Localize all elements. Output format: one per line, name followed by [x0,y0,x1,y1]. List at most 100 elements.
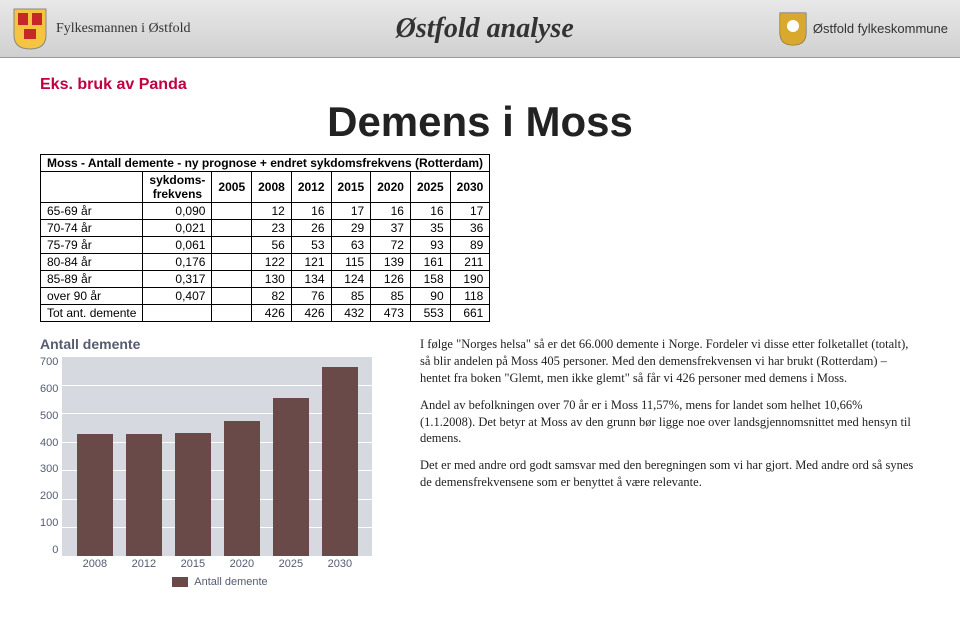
freq-cell: 0,317 [143,271,212,288]
table-row: 80-84 år0,176122121115139161211 [41,254,490,271]
header-right: Østfold fylkeskommune [779,12,948,46]
data-cell: 72 [371,237,411,254]
table-row: Tot ant. demente426426432473553661 [41,305,490,322]
data-cell: 426 [291,305,331,322]
data-cell: 93 [410,237,450,254]
freq-cell: 0,090 [143,203,212,220]
table-row: 85-89 år0,317130134124126158190 [41,271,490,288]
data-cell: 190 [450,271,490,288]
row-label: over 90 år [41,288,143,305]
data-cell: 134 [291,271,331,288]
chart-legend: Antall demente [40,576,400,588]
year-head: 2030 [450,172,490,203]
header-title: Østfold analyse [396,13,574,45]
data-cell: 130 [252,271,292,288]
text-column: I følge "Norges helsa" så er det 66.000 … [420,336,920,588]
data-cell: 211 [450,254,490,271]
chart-bar [175,433,211,556]
y-tick: 0 [52,544,58,556]
lower-section: Antall demente 7006005004003002001000 20… [40,336,920,588]
chart-area: Antall demente 7006005004003002001000 20… [40,336,400,588]
x-tick: 2015 [181,558,205,570]
content: Eks. bruk av Panda Demens i Moss Moss - … [0,58,960,598]
bar-row [62,356,372,556]
data-cell [212,203,252,220]
data-cell: 426 [252,305,292,322]
data-cell: 56 [252,237,292,254]
table-caption: Moss - Antall demente - ny prognose + en… [41,155,490,172]
data-cell: 12 [252,203,292,220]
subtitle: Eks. bruk av Panda [40,76,920,94]
data-table: Moss - Antall demente - ny prognose + en… [40,154,490,322]
data-cell: 53 [291,237,331,254]
header-left: Fylkesmannen i Østfold [12,7,191,51]
kommune-shield-icon [779,12,807,46]
data-cell: 661 [450,305,490,322]
x-tick: 2008 [83,558,107,570]
chart-bar [77,434,113,556]
y-tick: 600 [40,383,58,395]
data-cell: 16 [410,203,450,220]
data-cell: 121 [291,254,331,271]
table-header-row: sykdoms- frekvens 2005 2008 2012 2015 20… [41,172,490,203]
table-caption-row: Moss - Antall demente - ny prognose + en… [41,155,490,172]
data-cell: 161 [410,254,450,271]
data-cell: 115 [331,254,371,271]
paragraph: Det er med andre ord godt samsvar med de… [420,457,920,491]
header-right-label: Østfold fylkeskommune [813,21,948,36]
x-tick: 2025 [279,558,303,570]
freq-cell: 0,061 [143,237,212,254]
data-cell: 17 [450,203,490,220]
data-cell: 82 [252,288,292,305]
data-cell: 124 [331,271,371,288]
data-cell [212,237,252,254]
y-tick: 700 [40,356,58,368]
data-cell: 36 [450,220,490,237]
table-corner [41,172,143,203]
data-cell: 76 [291,288,331,305]
data-cell [212,305,252,322]
main-title: Demens i Moss [40,98,920,146]
data-cell: 37 [371,220,411,237]
data-cell: 553 [410,305,450,322]
year-head: 2008 [252,172,292,203]
y-tick: 400 [40,437,58,449]
data-cell: 122 [252,254,292,271]
row-label: 75-79 år [41,237,143,254]
freq-cell: 0,407 [143,288,212,305]
chart-plot [62,356,372,556]
chart-bar [126,434,162,556]
y-axis: 7006005004003002001000 [40,356,62,556]
legend-swatch [172,577,188,587]
chart-box: 7006005004003002001000 20082012201520202… [40,356,400,570]
plot-wrap: 200820122015202020252030 [62,356,372,570]
data-cell: 26 [291,220,331,237]
year-head: 2005 [212,172,252,203]
data-cell: 473 [371,305,411,322]
data-cell: 29 [331,220,371,237]
data-cell: 17 [331,203,371,220]
row-label: 70-74 år [41,220,143,237]
year-head: 2020 [371,172,411,203]
data-cell: 90 [410,288,450,305]
freq-cell: 0,021 [143,220,212,237]
data-cell: 63 [331,237,371,254]
data-cell: 23 [252,220,292,237]
freq-cell: 0,176 [143,254,212,271]
y-tick: 200 [40,490,58,502]
data-cell [212,288,252,305]
freq-header: sykdoms- frekvens [143,172,212,203]
data-cell: 139 [371,254,411,271]
data-cell: 432 [331,305,371,322]
table-row: 70-74 år0,021232629373536 [41,220,490,237]
y-tick: 100 [40,517,58,529]
header-left-label: Fylkesmannen i Østfold [56,21,191,37]
data-cell: 118 [450,288,490,305]
row-label: 85-89 år [41,271,143,288]
data-cell [212,271,252,288]
data-cell: 85 [371,288,411,305]
x-axis: 200820122015202020252030 [62,556,372,570]
year-head: 2015 [331,172,371,203]
data-cell [212,220,252,237]
table-row: 65-69 år0,090121617161617 [41,203,490,220]
